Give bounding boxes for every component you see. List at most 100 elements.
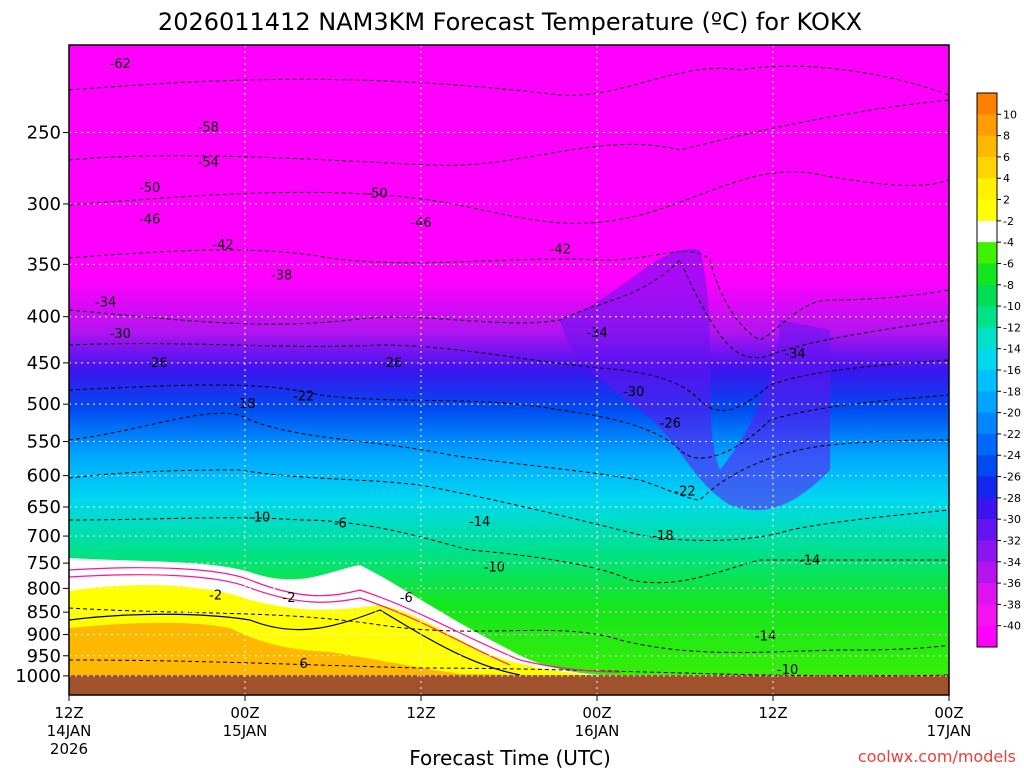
- colorbar-swatch: [977, 625, 997, 648]
- contour-value-label: -18: [234, 397, 255, 412]
- site-credit[interactable]: coolwx.com/models: [858, 747, 1016, 766]
- isotherm-line: [69, 343, 949, 412]
- colorbar-label: 2: [1003, 194, 1010, 207]
- contour-value-label: 6: [300, 657, 308, 672]
- x-tick-date: 15JAN: [223, 722, 268, 740]
- colorbar-label: -22: [1003, 428, 1021, 441]
- isotherm-line: [69, 65, 949, 96]
- contour-value-label: -50: [139, 181, 160, 196]
- colorbar-swatch: [977, 135, 997, 158]
- colorbar-swatch: [977, 412, 997, 435]
- colorbar-label: -30: [1003, 513, 1021, 526]
- colorbar-label: -10: [1003, 300, 1021, 313]
- colorbar-swatch: [977, 476, 997, 499]
- contour-value-label: -2: [209, 589, 222, 604]
- colorbar-label: 4: [1003, 172, 1010, 185]
- colorbar-swatch: [977, 263, 997, 286]
- colorbar-label: -36: [1003, 577, 1021, 590]
- y-tick-label: 750: [27, 553, 61, 574]
- y-tick-label: 850: [27, 602, 61, 623]
- colorbar-label: -38: [1003, 598, 1021, 611]
- contour-value-label: -34: [784, 347, 805, 362]
- y-tick-label: 900: [27, 625, 61, 646]
- colorbar-label: -6: [1003, 257, 1014, 270]
- isotherm-line: [69, 384, 949, 459]
- colorbar-swatch: [977, 114, 997, 137]
- x-tick-time: 00Z: [230, 704, 259, 722]
- colorbar-label: -16: [1003, 364, 1021, 377]
- colorbar-swatch: [977, 455, 997, 478]
- contour-value-label: -22: [293, 389, 314, 404]
- colorbar-label: -12: [1003, 321, 1021, 334]
- y-tick-label: 950: [27, 646, 61, 667]
- colorbar-swatch: [977, 220, 997, 243]
- cold-tongue-field: [560, 248, 830, 511]
- ground-surface: [69, 675, 949, 695]
- y-tick-label: 350: [27, 254, 61, 275]
- colorbar-label: -28: [1003, 492, 1021, 505]
- isotherm-contours: [69, 65, 949, 677]
- x-tick-time: 12Z: [758, 704, 787, 722]
- colorbar-swatch: [977, 433, 997, 456]
- colorbar-label: 6: [1003, 151, 1010, 164]
- colorbar-label: -26: [1003, 471, 1021, 484]
- isotherm-line: [69, 249, 949, 341]
- y-tick-label: 250: [27, 122, 61, 143]
- x-tick-date: 14JAN: [47, 722, 92, 740]
- contour-value-label: -26: [660, 416, 681, 431]
- contour-value-label: -10: [484, 560, 505, 575]
- y-tick-label: 450: [27, 353, 61, 374]
- colorbar-swatch: [977, 497, 997, 520]
- contour-value-label: -2: [283, 591, 296, 606]
- contour-value-label: -38: [271, 268, 292, 283]
- x-tick-date: 16JAN: [575, 722, 620, 740]
- y-tick-label: 500: [27, 394, 61, 415]
- contour-value-label: -10: [777, 663, 798, 678]
- x-tick-time: 00Z: [582, 704, 611, 722]
- y-tick-label: 400: [27, 307, 61, 328]
- isotherm-line: [69, 607, 949, 653]
- contour-value-label: -30: [623, 385, 644, 400]
- contour-value-label: -26: [381, 356, 402, 371]
- contour-value-label: -34: [95, 296, 116, 311]
- y-tick-label: 700: [27, 526, 61, 547]
- x-tick-time: 00Z: [934, 704, 963, 722]
- colorbar-label: -14: [1003, 343, 1021, 356]
- contour-value-label: -10: [249, 511, 270, 526]
- colorbar-swatch: [977, 93, 997, 115]
- isotherm-line: [69, 171, 949, 224]
- isotherm-line: [69, 259, 949, 359]
- isotherm-line: [69, 659, 949, 677]
- y-tick-label: 1000: [15, 666, 61, 687]
- colorbar-label: -2: [1003, 215, 1014, 228]
- colorbar-swatch: [977, 156, 997, 179]
- colorbar-swatch: [977, 604, 997, 627]
- colorbar-swatch: [977, 561, 997, 584]
- y-tick-label: 600: [27, 466, 61, 487]
- x-tick-time: 12Z: [406, 704, 435, 722]
- colorbar-label: -8: [1003, 279, 1014, 292]
- isotherm-line-solid: [69, 609, 521, 676]
- contour-value-label: -46: [410, 216, 431, 231]
- colorbar-label: -20: [1003, 407, 1021, 420]
- contour-value-label: -42: [212, 238, 233, 253]
- isotherm-line: [69, 412, 949, 501]
- contour-value-label: -6: [400, 591, 413, 606]
- y-tick-label: 550: [27, 432, 61, 453]
- x-tick-time: 12Z: [54, 704, 83, 722]
- colorbar-label: -4: [1003, 236, 1014, 249]
- freezing-line: [69, 567, 621, 673]
- colorbar-swatch: [977, 178, 997, 201]
- y-tick-label: 800: [27, 578, 61, 599]
- contour-value-label: -14: [799, 553, 820, 568]
- colorbar-label: 10: [1003, 108, 1017, 121]
- contour-value-label: -22: [674, 485, 695, 500]
- contour-value-label: -46: [139, 212, 160, 227]
- colorbar-swatch: [977, 583, 997, 605]
- contour-value-label: -58: [198, 121, 219, 136]
- colorbar-swatch: [977, 242, 997, 264]
- colorbar-swatch: [977, 199, 997, 222]
- colorbar-label: 8: [1003, 130, 1010, 143]
- colorbar-swatch: [977, 519, 997, 541]
